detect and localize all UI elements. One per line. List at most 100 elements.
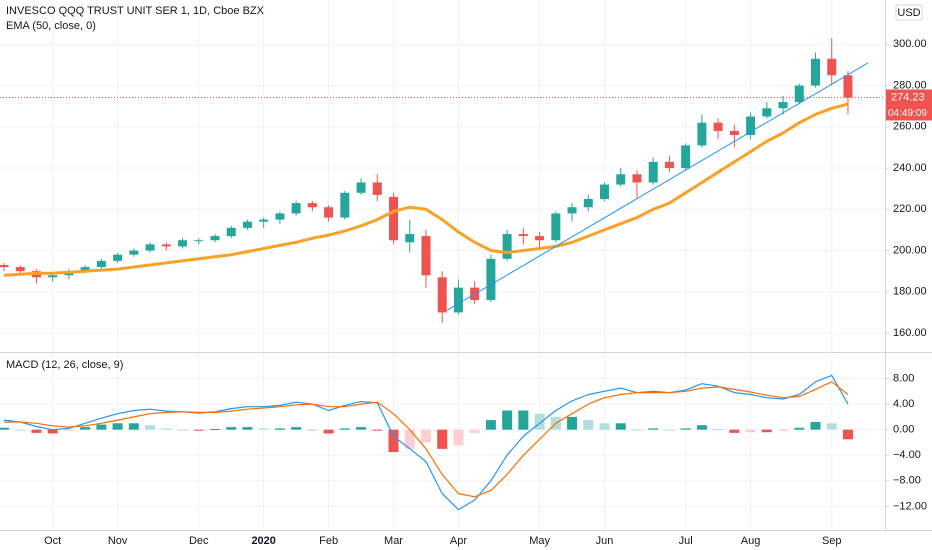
currency-box[interactable] <box>895 4 923 21</box>
y-tick-label: 0.00 <box>893 424 914 436</box>
candle-body <box>664 161 674 169</box>
y-tick-label: 180.00 <box>893 286 927 298</box>
candle-body <box>161 244 171 247</box>
y-tick-label: 300.00 <box>893 38 927 50</box>
x-tick-label: Sep <box>822 535 842 547</box>
x-tick-label: 2020 <box>251 535 275 547</box>
plot <box>0 38 885 511</box>
histogram-bar <box>761 429 772 433</box>
candle-body <box>567 207 577 214</box>
candle-body <box>502 234 512 259</box>
histogram-bar <box>469 429 480 433</box>
y-tick-label: 240.00 <box>893 162 927 174</box>
histogram-bar <box>291 427 302 430</box>
histogram-bar <box>161 428 172 430</box>
histogram-bar <box>145 425 156 430</box>
histogram-bar <box>680 428 691 430</box>
candle-body <box>80 267 90 272</box>
histogram-bar <box>420 429 431 443</box>
chart-title: INVESCO QQQ TRUST UNIT SER 1, 1D, Cboe B… <box>6 5 265 17</box>
last-price-label: 274.23 <box>891 91 925 103</box>
candle-body <box>486 258 496 301</box>
currency[interactable]: USD <box>897 7 920 19</box>
ema-line <box>3 102 849 277</box>
histogram-bar <box>372 429 383 431</box>
candle-body <box>811 58 820 86</box>
candle-body <box>600 184 610 199</box>
candle-body <box>178 240 188 247</box>
candle-body <box>96 260 106 268</box>
candle-body <box>324 207 334 218</box>
histogram-bar <box>15 429 26 431</box>
candle-body <box>340 192 350 218</box>
x-tick-label: Jun <box>596 535 614 547</box>
histogram-bar <box>47 429 58 434</box>
candle-body <box>551 213 561 241</box>
candle-body <box>632 174 642 183</box>
x-tick-label: Oct <box>44 535 61 547</box>
trend-line <box>446 62 869 311</box>
histogram-bar <box>128 423 139 430</box>
y-tick-label: −12.00 <box>893 500 927 512</box>
histogram-bar <box>826 423 837 430</box>
candle-body <box>129 250 139 255</box>
candle-body <box>778 102 788 109</box>
candle-body <box>729 130 739 136</box>
histogram-bar <box>794 427 805 430</box>
y-tick-label: 200.00 <box>893 244 927 256</box>
candle-body <box>616 174 626 185</box>
histogram-bar <box>209 429 220 431</box>
ema-legend: EMA (50, close, 0) <box>6 20 96 32</box>
countdown-tag <box>886 105 932 121</box>
candle-body <box>421 236 431 276</box>
histogram-bar <box>518 410 529 430</box>
macd-line <box>3 374 849 511</box>
signal-line <box>4 381 849 498</box>
countdown-label: 04:49:09 <box>888 108 927 119</box>
histogram-bar <box>177 429 188 431</box>
histogram-bar <box>0 427 9 430</box>
candle-body <box>226 227 236 237</box>
candle-body <box>372 182 382 195</box>
y-tick-label: 260.00 <box>893 121 927 133</box>
histogram-bar <box>323 429 334 434</box>
histogram-bar <box>63 429 74 431</box>
histogram-bar <box>404 429 415 449</box>
histogram-bar <box>567 416 578 430</box>
y-tick-label: −4.00 <box>893 449 921 461</box>
histogram-bar <box>96 424 107 430</box>
candle-body <box>242 221 252 228</box>
histogram-bar <box>696 425 707 430</box>
histogram-bar <box>729 429 740 433</box>
x-tick-label: Nov <box>108 535 128 547</box>
candle-body <box>794 85 804 103</box>
histogram-bar <box>453 429 464 446</box>
x-tick-label: May <box>529 535 550 547</box>
y-tick-label: 280.00 <box>893 79 927 91</box>
histogram-bar <box>534 413 545 430</box>
candle-body <box>697 122 707 146</box>
candle-body <box>762 108 772 117</box>
x-tick-label: Feb <box>319 535 338 547</box>
histogram-bar <box>31 429 42 433</box>
histogram-bar <box>112 423 123 430</box>
histogram-bar <box>583 420 594 430</box>
histogram-bar <box>664 429 675 431</box>
candle-body <box>291 203 301 214</box>
candle-body <box>453 287 463 313</box>
candle-body <box>535 236 545 241</box>
histogram-bar <box>778 429 789 431</box>
candle-body <box>746 116 756 136</box>
candle-body <box>405 234 415 243</box>
y-tick-label: 8.00 <box>893 372 914 384</box>
candle-body <box>15 267 25 272</box>
y-tick-label: 220.00 <box>893 203 927 215</box>
candle-body <box>145 244 155 251</box>
candle-body <box>356 182 366 193</box>
candle-body <box>648 161 658 183</box>
candle-body <box>827 58 837 76</box>
last-price-tag <box>886 89 932 106</box>
histogram-bar <box>842 429 853 440</box>
